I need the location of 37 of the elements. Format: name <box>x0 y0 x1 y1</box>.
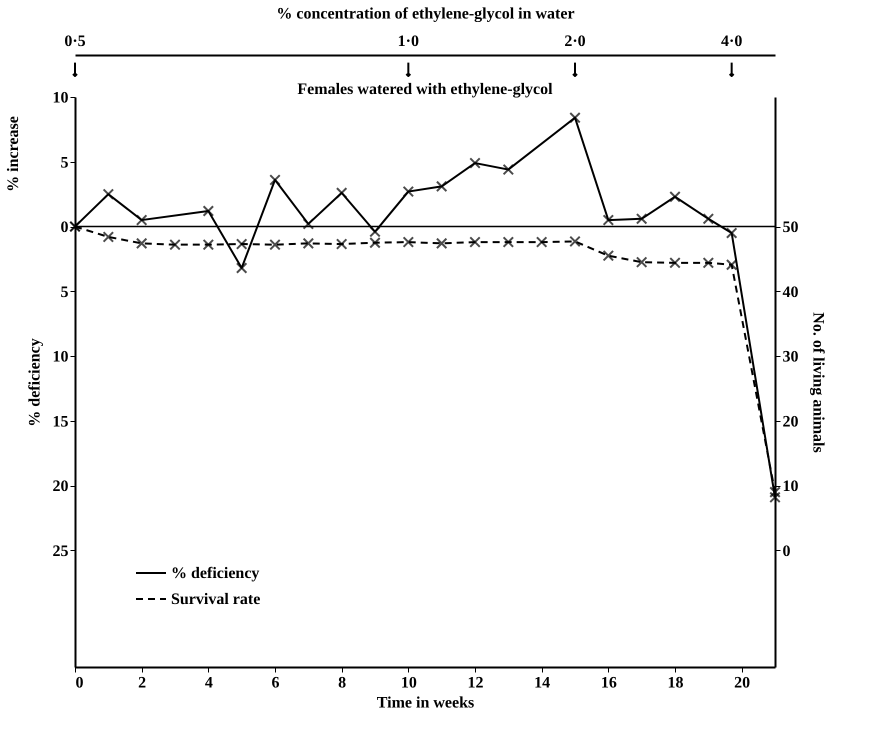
y-tick-label: 20 <box>52 478 68 496</box>
y-tick-label: 5 <box>60 284 68 301</box>
annotation: 2·0 <box>564 33 586 50</box>
y2-axis-title: No. of living animals <box>810 312 826 453</box>
x-tick-label: 10 <box>400 674 417 692</box>
y2-tick-label: 30 <box>782 348 798 366</box>
y-tick-label: 0 <box>60 219 68 236</box>
y-tick-label: 25 <box>52 542 68 560</box>
y-tick-label: 10 <box>52 90 68 106</box>
x-tick-label: 6 <box>272 674 280 692</box>
y-tick-label: 10 <box>52 348 68 366</box>
text: % increase <box>5 116 22 192</box>
y2-tick-label: 40 <box>782 284 798 301</box>
legend-label: Survival rate <box>171 591 260 608</box>
y-tick-label: 15 <box>52 413 68 430</box>
x-tick-label: 14 <box>534 674 550 692</box>
x-tick-label: 2 <box>138 674 146 692</box>
annotation: Females watered with ethylene-glycol <box>297 81 554 98</box>
x-tick-label: 16 <box>600 674 617 692</box>
y2-tick-label: 10 <box>782 478 798 496</box>
x-tick-label: 12 <box>468 674 484 692</box>
x-tick-label: 18 <box>668 674 684 692</box>
annotation: 4·0 <box>720 33 742 50</box>
y-axis-title: % deficiency <box>26 338 44 427</box>
x2-axis-title: % concentration of ethylene-glycol in water <box>276 6 575 22</box>
x-tick-label: 8 <box>338 674 346 692</box>
x-tick-label: 4 <box>204 674 213 692</box>
legend-label: % deficiency <box>171 565 260 582</box>
x-axis-title: Time in weeks <box>376 694 474 712</box>
y2-tick-label: 0 <box>782 542 790 560</box>
y2-tick-label: 20 <box>782 413 798 430</box>
y-tick-label: 5 <box>60 154 68 172</box>
x-tick-label: 20 <box>734 674 750 692</box>
annotation: 0·5 <box>64 33 86 50</box>
annotation: 1·0 <box>398 33 420 50</box>
x-tick-label: 0 <box>76 674 84 692</box>
y2-tick-label: 50 <box>782 219 798 236</box>
